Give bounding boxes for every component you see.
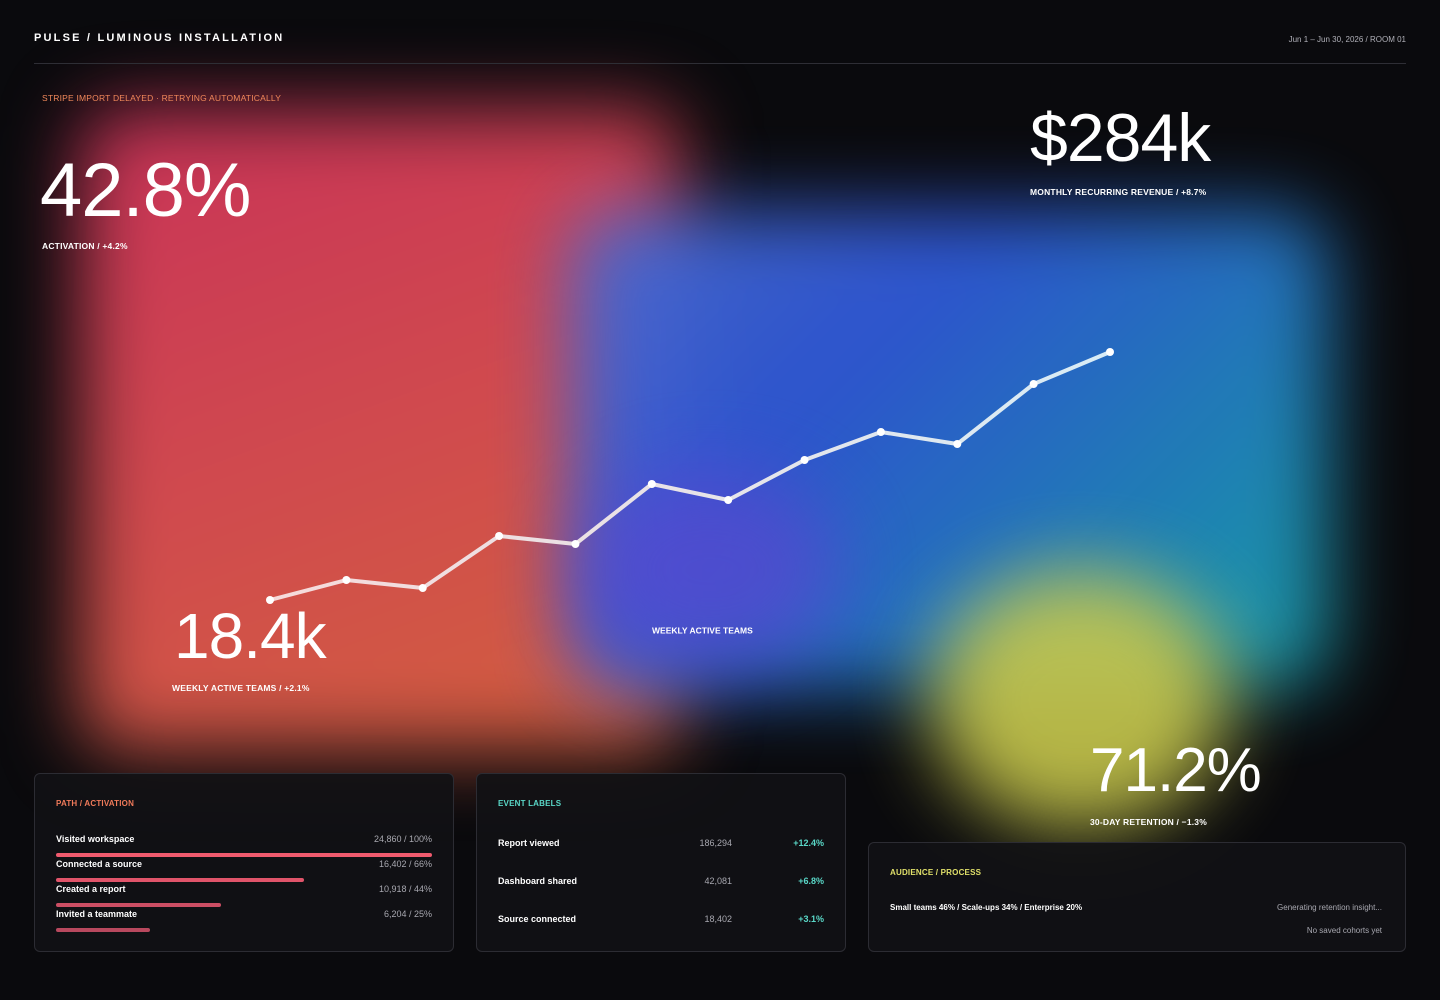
kpi-label: WEEKLY ACTIVE TEAMS / +2.1%	[172, 683, 310, 693]
line	[269, 350, 1111, 602]
point	[724, 496, 733, 504]
panel-title: AUDIENCE / PROCESS	[890, 868, 982, 877]
point	[266, 596, 274, 604]
yellow-glow	[930, 570, 1230, 830]
step-label: Created a report	[56, 884, 126, 894]
step-label: Connected a source	[56, 859, 143, 869]
event-change: +12.4%	[793, 838, 824, 848]
event-count: 186,294	[699, 838, 732, 848]
divider	[34, 63, 1406, 64]
kpi-value: $284k	[1030, 100, 1211, 176]
alert: STRIPE IMPORT DELAYED · RETRYING AUTOMAT…	[42, 93, 282, 103]
kpi-value: 18.4k	[174, 600, 327, 672]
chart-title: WEEKLY ACTIVE TEAMS	[652, 625, 753, 635]
step-label: Visited workspace	[56, 834, 135, 844]
audience-status: Generating retention insight...	[1277, 903, 1382, 912]
event-change: +6.8%	[798, 876, 824, 886]
period: Jun 1 – Jun 30, 2026 / ROOM 01	[1288, 35, 1406, 44]
point	[342, 576, 351, 584]
kpi-value: 42.8%	[40, 148, 251, 233]
event-name: Source connected	[498, 914, 577, 924]
empty-state: No saved cohorts yet	[1306, 926, 1382, 935]
point	[876, 428, 885, 436]
point	[647, 480, 656, 488]
point	[1029, 380, 1038, 388]
violet-glow	[580, 470, 840, 670]
kpi-label: 30-DAY RETENTION / −1.3%	[1090, 817, 1207, 827]
funnel-bar	[56, 878, 305, 882]
audience-breakdown: Small teams 46% / Scale-ups 34% / Enterp…	[890, 903, 1083, 912]
event-change: +3.1%	[798, 914, 824, 924]
point	[571, 540, 580, 548]
funnel-bar	[56, 928, 150, 932]
kpi-label: ACTIVATION / +4.2%	[42, 241, 128, 251]
step-label: Invited a teammate	[56, 909, 138, 919]
kpi-value: 71.2%	[1090, 736, 1262, 805]
event-count: 18,402	[704, 914, 732, 924]
event-count: 42,081	[704, 876, 732, 886]
point	[418, 584, 427, 592]
step-count: 16,402 / 66%	[378, 859, 432, 869]
point	[800, 456, 809, 464]
point	[1106, 348, 1114, 356]
point	[495, 532, 504, 540]
step-count: 24,860 / 100%	[373, 834, 432, 844]
step-count: 6,204 / 25%	[383, 909, 432, 919]
event-name: Report viewed	[498, 838, 560, 848]
panel-title: EVENT LABELS	[498, 799, 562, 808]
audience-panel: AUDIENCE / PROCESS Small teams 46% / Sca…	[868, 842, 1406, 952]
funnel-bar	[56, 853, 432, 857]
panel-title: PATH / ACTIVATION	[56, 799, 135, 808]
point	[953, 440, 962, 448]
step-count: 10,918 / 44%	[378, 884, 432, 894]
kpi-label: MONTHLY RECURRING REVENUE / +8.7%	[1030, 187, 1207, 197]
app-title: PULSE / LUMINOUS INSTALLATION	[34, 32, 285, 44]
funnel-panel: PATH / ACTIVATION Visited workspace 24,86…	[34, 773, 454, 952]
event-name: Dashboard shared	[498, 876, 578, 886]
funnel-bar	[56, 903, 222, 907]
events-panel: EVENT LABELS Report viewed 186,294 +12.4% D…	[476, 773, 846, 952]
